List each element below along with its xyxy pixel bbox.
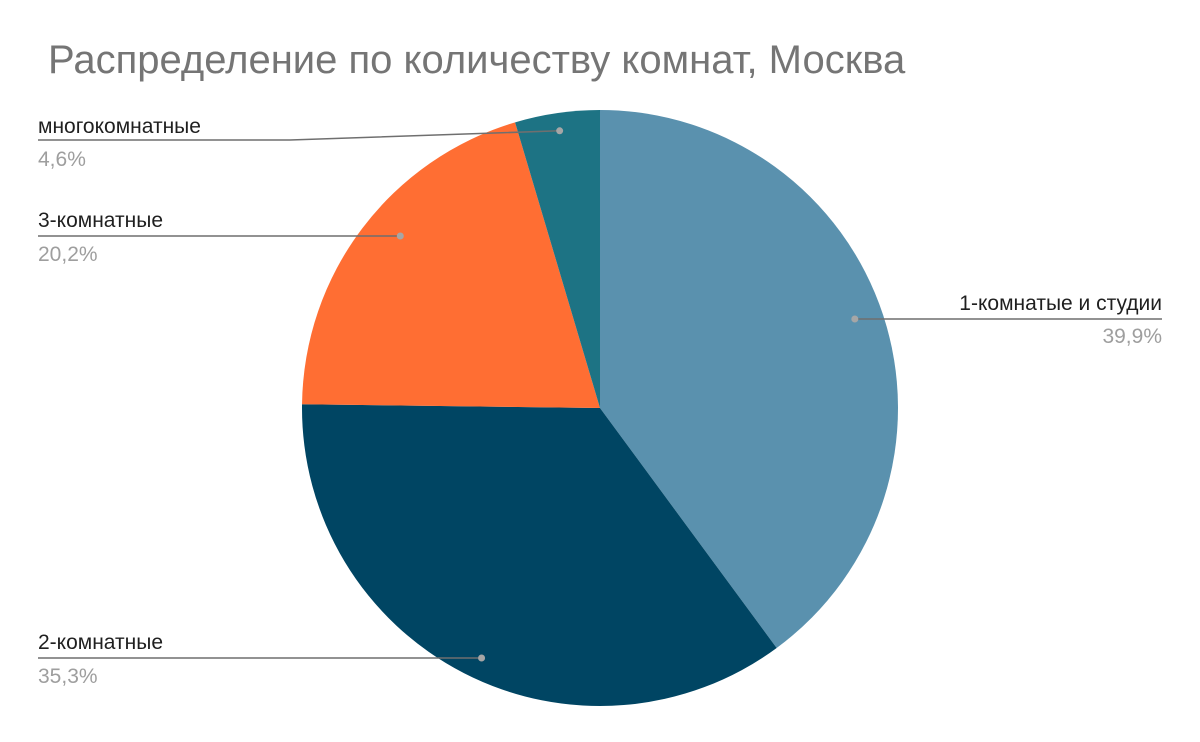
- leader-line-4: [38, 130, 560, 141]
- pie-slice-2: [302, 404, 777, 706]
- slice-percent-1: 39,9%: [1102, 325, 1162, 348]
- slice-percent-2: 35,3%: [38, 665, 98, 688]
- slice-label-3: 3-комнатные: [38, 209, 163, 232]
- slice-label-1: 1-комнатые и студии: [959, 292, 1162, 315]
- leader-dot-1: [851, 315, 859, 323]
- slice-percent-4: 4,6%: [38, 148, 86, 171]
- pie-slice-4: [515, 110, 600, 408]
- pie-slices: [302, 110, 898, 706]
- slice-label-4: многокомнатные: [38, 115, 201, 138]
- leader-dot-3: [396, 232, 404, 240]
- pie-slice-1: [600, 110, 898, 648]
- pie-labels: 1-комнатые и студии 39,9% 2-комнатные 35,3%…: [38, 115, 1162, 688]
- leader-dot-4: [556, 127, 564, 135]
- slice-label-2: 2-комнатные: [38, 631, 163, 654]
- slice-percent-3: 20,2%: [38, 243, 98, 266]
- pie-slice-3: [302, 122, 600, 408]
- leader-dot-2: [478, 654, 486, 662]
- chart-title: Распределение по количеству комнат, Моск…: [48, 38, 906, 82]
